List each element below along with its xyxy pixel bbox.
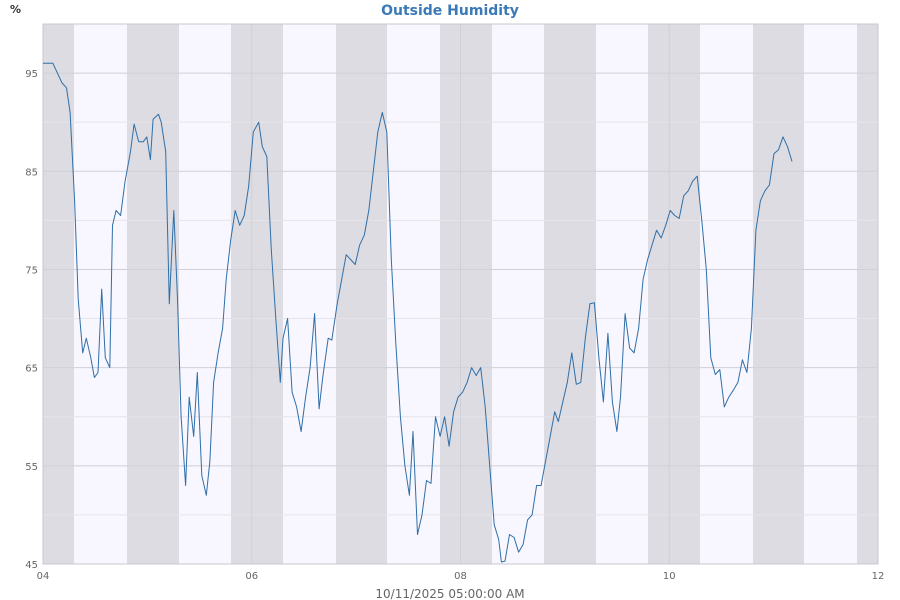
x-tick-label: 06 bbox=[245, 571, 258, 582]
night-band bbox=[127, 24, 179, 564]
night-band bbox=[544, 24, 596, 564]
y-axis-unit-label: % bbox=[10, 3, 21, 16]
x-tick-label: 08 bbox=[454, 571, 467, 582]
night-band bbox=[43, 24, 74, 564]
x-tick-label: 10 bbox=[663, 571, 676, 582]
night-band bbox=[648, 24, 700, 564]
night-band bbox=[231, 24, 283, 564]
humidity-series-line bbox=[43, 62, 793, 563]
y-tick-label: 65 bbox=[25, 364, 38, 375]
y-tick-label: 75 bbox=[25, 265, 38, 276]
chart-title: Outside Humidity bbox=[381, 3, 519, 19]
night-band bbox=[753, 24, 804, 564]
night-band bbox=[440, 24, 492, 564]
y-tick-label: 95 bbox=[25, 69, 38, 80]
x-axis-caption: 10/11/2025 05:00:00 AM bbox=[375, 587, 524, 600]
y-tick-label: 45 bbox=[25, 560, 38, 571]
night-band bbox=[336, 24, 387, 564]
night-band bbox=[857, 24, 878, 564]
plot-border bbox=[42, 23, 879, 565]
y-tick-label: 85 bbox=[25, 167, 38, 178]
x-tick-label: 12 bbox=[872, 571, 885, 582]
x-tick-label: 04 bbox=[37, 571, 50, 582]
series-layer bbox=[43, 62, 793, 563]
y-tick-label: 55 bbox=[25, 462, 38, 473]
